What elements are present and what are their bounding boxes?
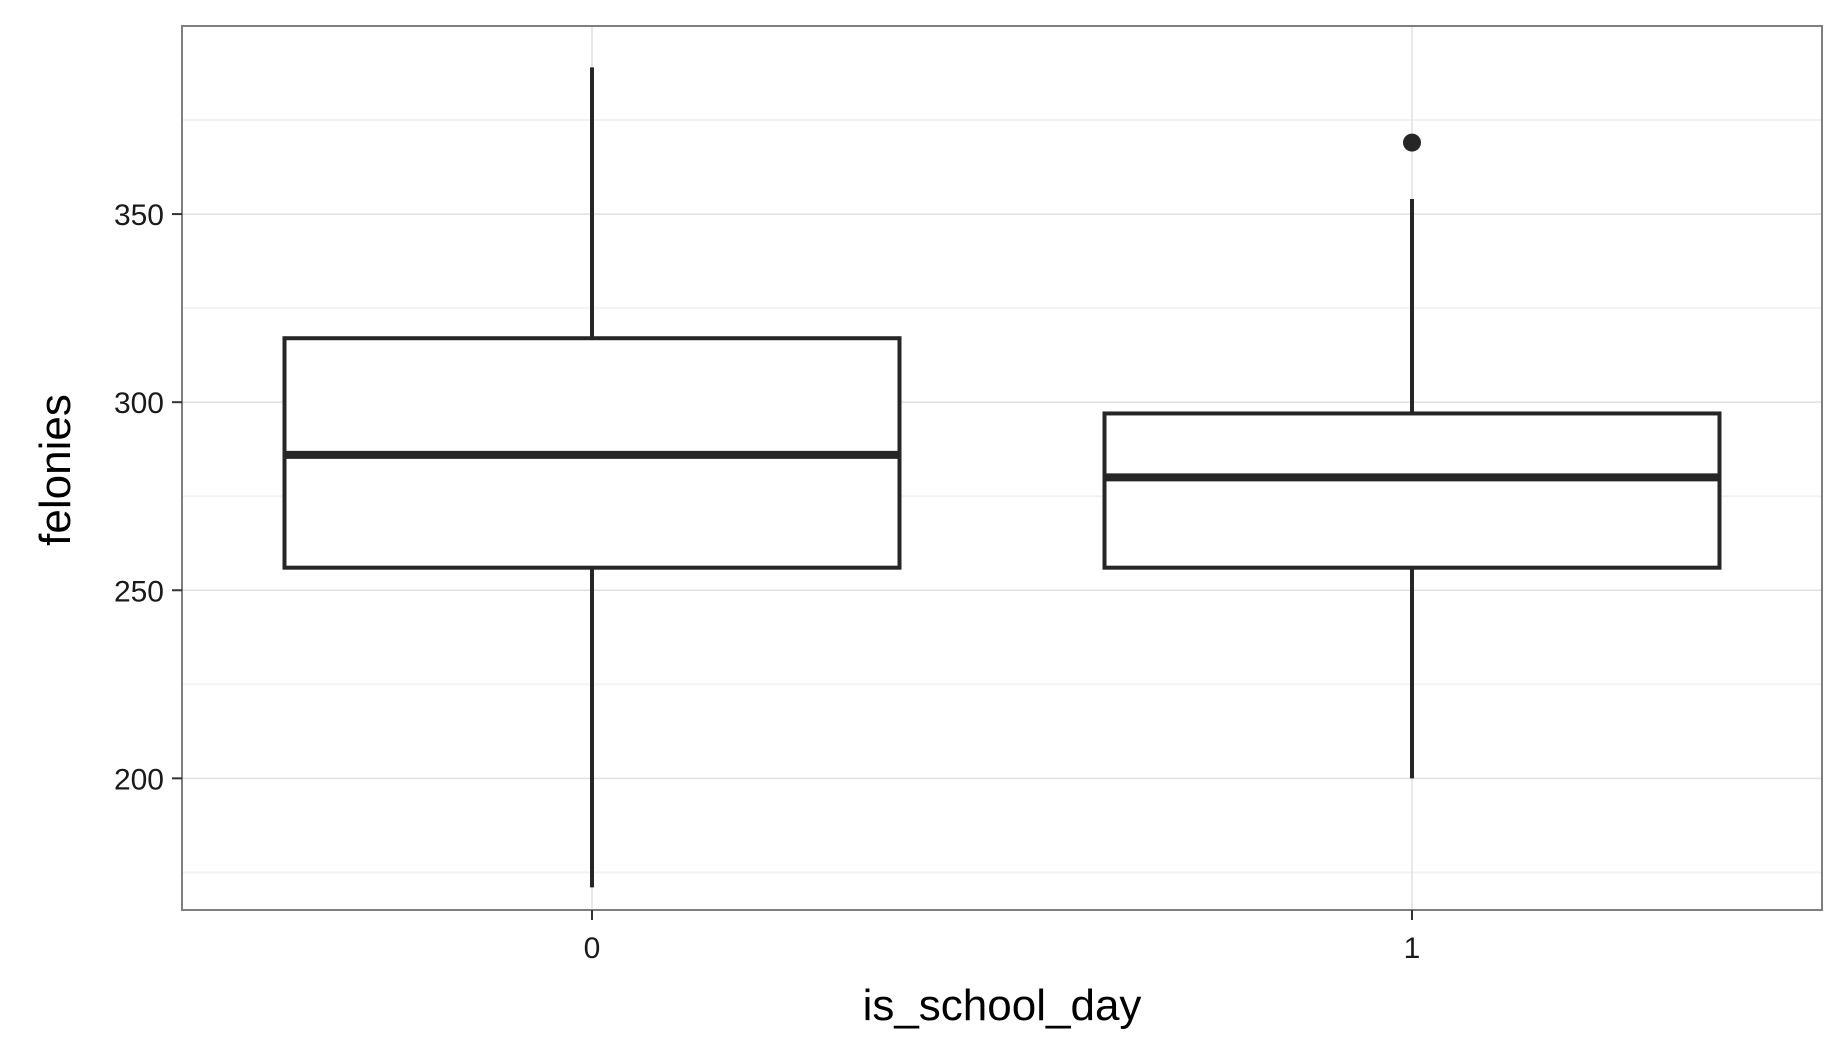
x-tick-label: 0: [584, 932, 601, 965]
box-1: [1102, 133, 1722, 779]
y-tick-label: 300: [114, 387, 164, 420]
box-layer: [282, 67, 1722, 888]
outlier-point: [1403, 133, 1421, 152]
box-0: [282, 67, 902, 888]
axis-layer: 200 250 300 350 0 1: [114, 199, 1420, 965]
panel-border: [181, 25, 1823, 911]
iqr-box: [1102, 411, 1722, 570]
y-tick-label: 250: [114, 575, 164, 608]
y-tick-label: 200: [114, 763, 164, 796]
x-tick-label: 1: [1404, 932, 1421, 965]
y-axis-title: felonies: [31, 394, 80, 546]
x-axis-title: is_school_day: [863, 981, 1142, 1030]
y-tick-label: 350: [114, 199, 164, 232]
